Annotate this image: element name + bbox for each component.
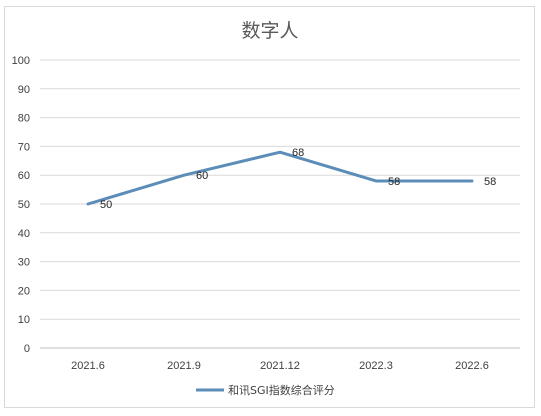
y-tick-label: 50 — [18, 199, 30, 211]
y-tick-label: 70 — [18, 141, 30, 153]
y-tick-label: 30 — [18, 257, 30, 269]
x-tick-label: 2021.12 — [260, 360, 300, 372]
series-line — [86, 150, 474, 206]
data-label: 58 — [484, 176, 496, 188]
y-tick-label: 0 — [24, 343, 30, 355]
x-tick-label: 2022.6 — [455, 360, 489, 372]
y-axis-ticks: 0 10 20 30 40 50 60 70 80 90 100 — [12, 55, 30, 355]
y-tick-label: 60 — [18, 170, 30, 182]
x-tick-label: 2021.6 — [71, 360, 105, 372]
data-label: 60 — [196, 170, 208, 182]
y-tick-label: 90 — [18, 84, 30, 96]
y-tick-label: 10 — [18, 314, 30, 326]
gridlines — [40, 59, 520, 349]
y-tick-label: 80 — [18, 113, 30, 125]
chart-frame — [4, 6, 535, 408]
chart-title: 数字人 — [241, 20, 298, 42]
x-axis-ticks: 2021.6 2021.9 2021.12 2022.3 2022.6 — [71, 360, 489, 372]
y-tick-label: 20 — [18, 285, 30, 297]
x-tick-label: 2021.9 — [167, 360, 201, 372]
data-labels: 50 60 68 58 58 — [100, 147, 496, 211]
data-label: 68 — [292, 147, 304, 159]
series-layer — [86, 150, 474, 206]
data-label: 58 — [388, 176, 400, 188]
y-tick-label: 100 — [12, 55, 30, 67]
y-tick-label: 40 — [18, 228, 30, 240]
legend: 和讯SGI指数综合评分 — [196, 383, 335, 397]
data-label: 50 — [100, 199, 112, 211]
legend-label: 和讯SGI指数综合评分 — [228, 383, 335, 397]
x-tick-label: 2022.3 — [359, 360, 393, 372]
